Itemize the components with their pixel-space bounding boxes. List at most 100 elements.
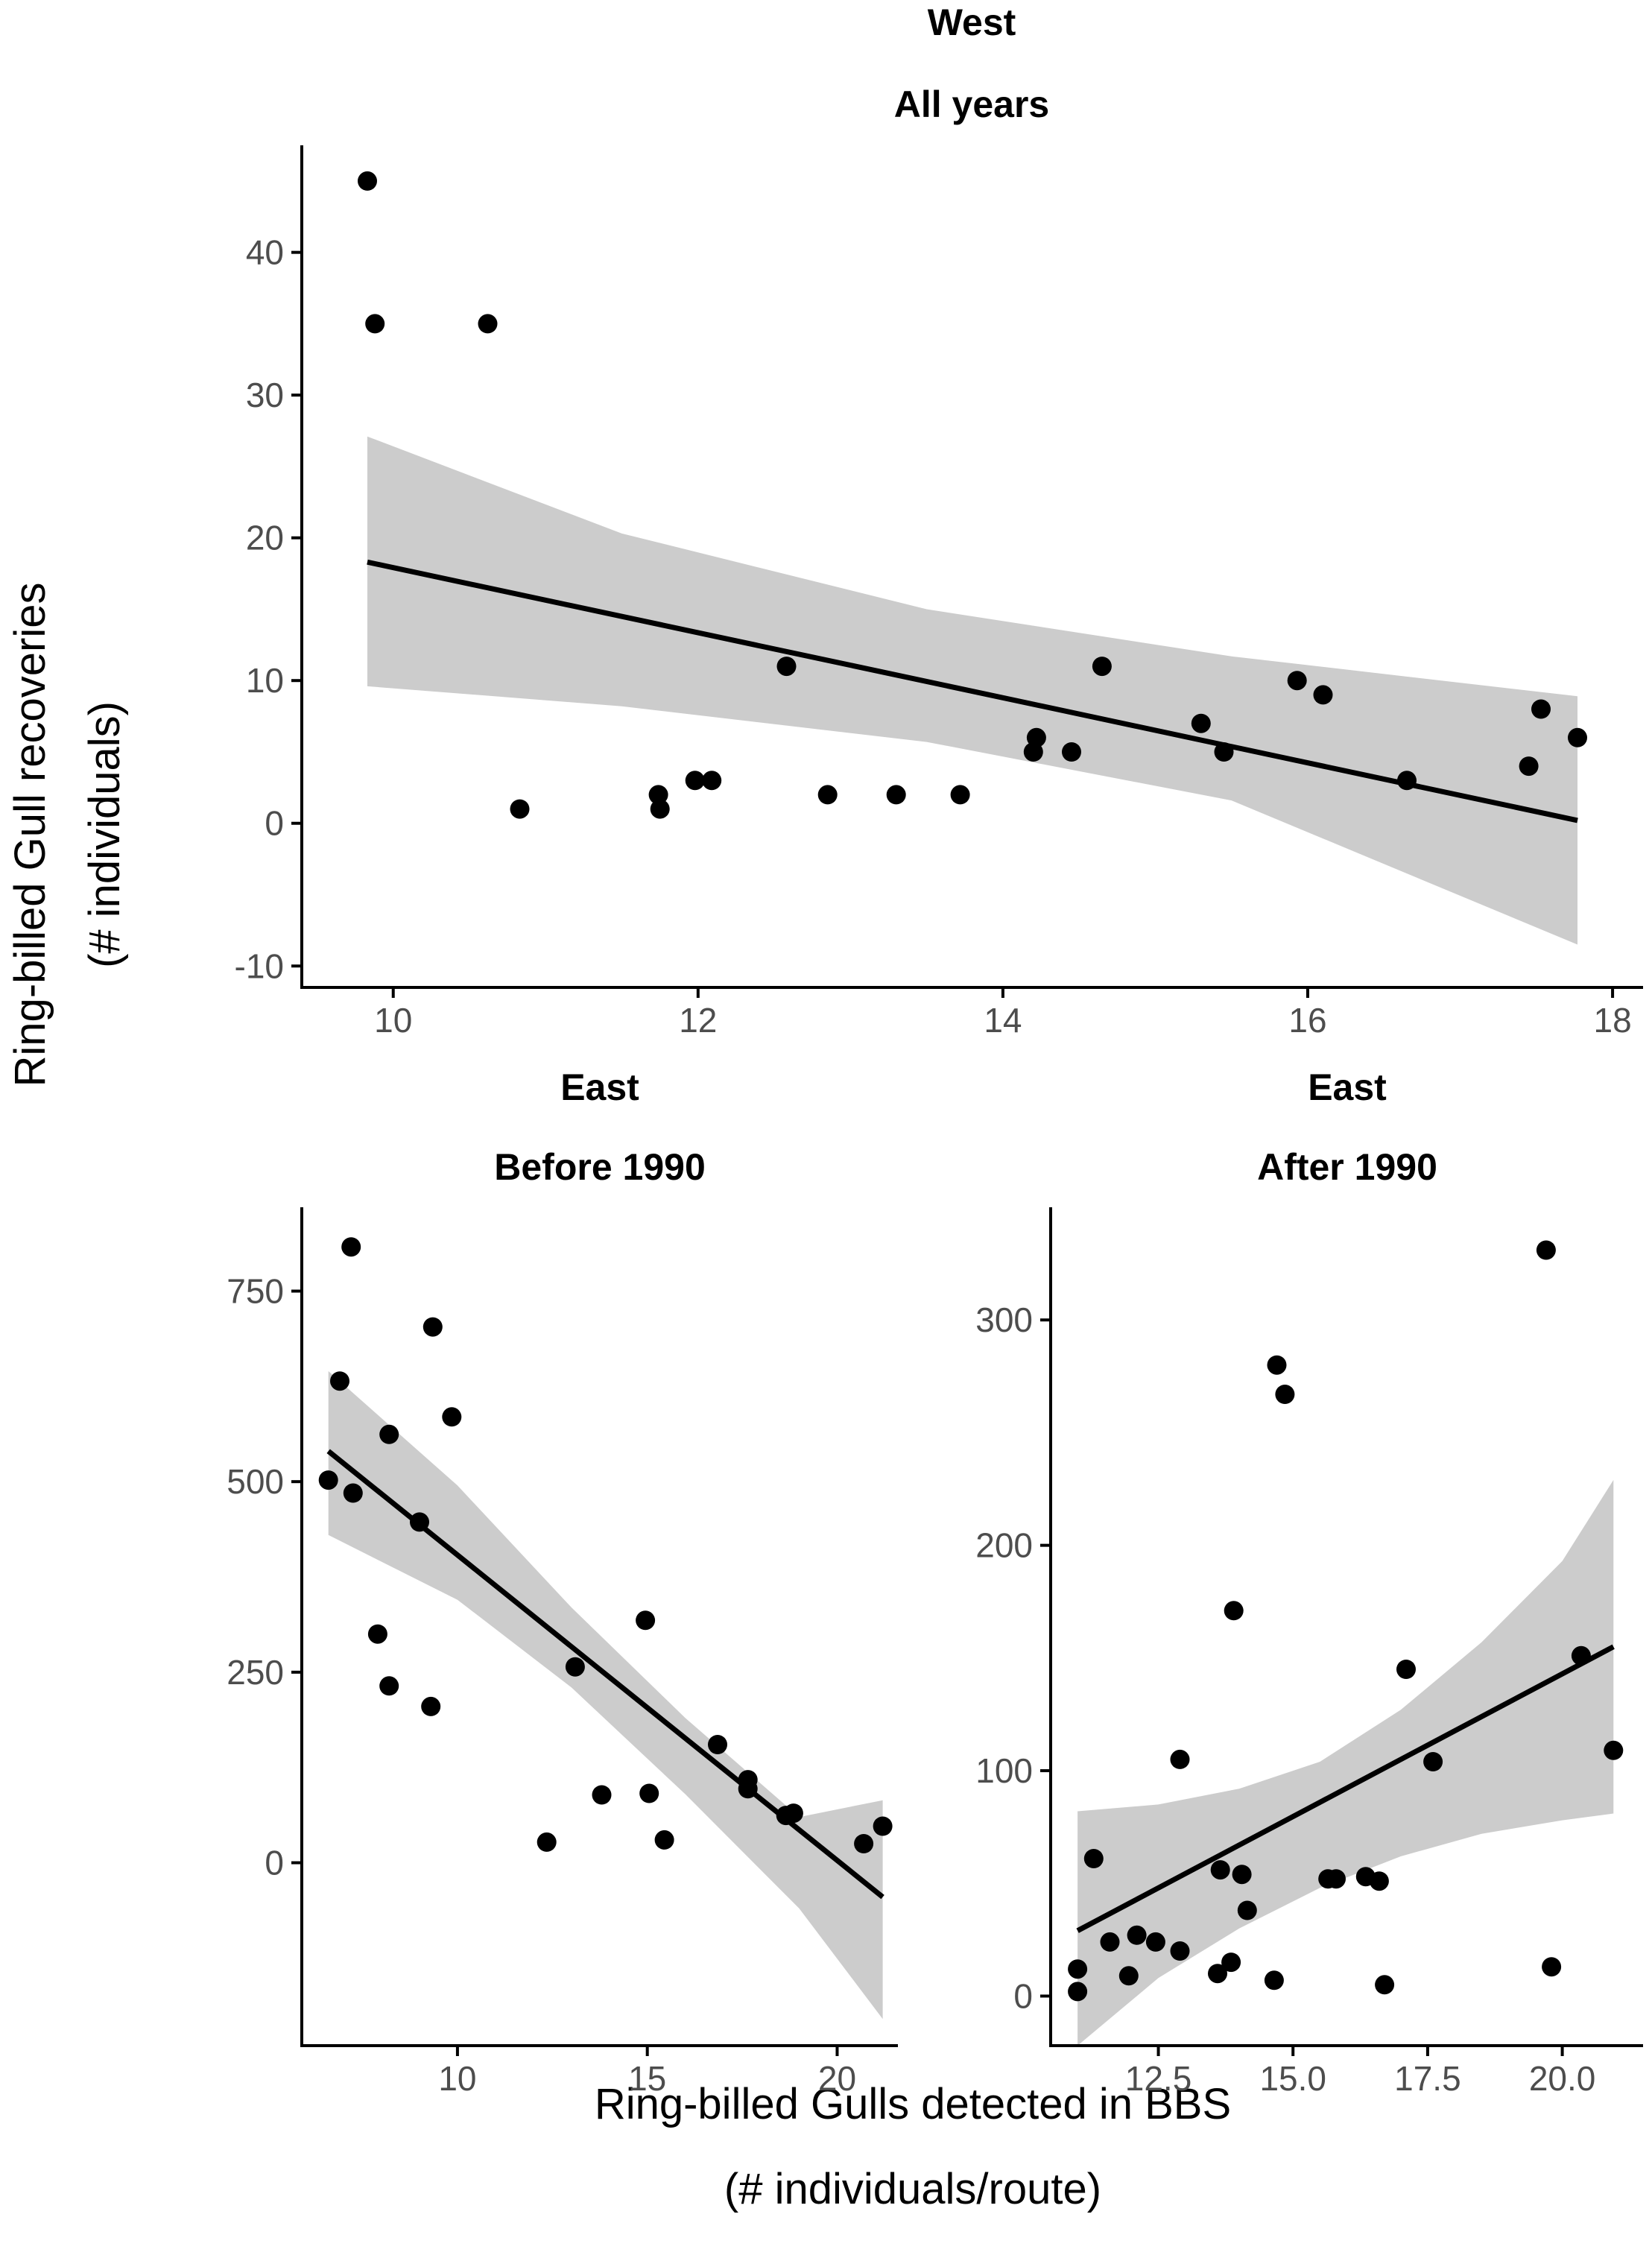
y-tick-label: 100 [975, 1751, 1033, 1790]
y-tick-label: 0 [1013, 1976, 1033, 2015]
data-point [318, 1470, 338, 1490]
data-point [367, 1624, 387, 1644]
data-point [738, 1770, 758, 1790]
data-point [1062, 742, 1081, 762]
x-axis-title-line2: (# individuals/route) [724, 2165, 1101, 2213]
x-tick-label: 17.5 [1394, 2059, 1461, 2098]
data-point [365, 314, 385, 334]
data-point [410, 1512, 429, 1532]
data-point [379, 1424, 399, 1444]
data-point [1531, 699, 1551, 719]
panel-title: East [560, 1066, 639, 1108]
data-point [817, 785, 838, 805]
x-tick-label: 10 [374, 1001, 412, 1040]
panel-subtitle: All years [894, 83, 1049, 125]
panel-east-after: East After 1990 12.5 15.0 17.5 20.0 0 100 200 3… [975, 1066, 1643, 2098]
data-point [330, 1371, 349, 1391]
y-tick-label: 0 [265, 1844, 284, 1882]
data-point [537, 1832, 557, 1852]
panel-title: East [1308, 1066, 1387, 1108]
data-point [1519, 756, 1539, 777]
y-tick-label: 200 [975, 1526, 1033, 1565]
data-point [1232, 1865, 1252, 1885]
data-point [565, 1657, 585, 1677]
panel-subtitle: After 1990 [1257, 1146, 1437, 1188]
data-point [1536, 1240, 1556, 1260]
data-point [343, 1483, 363, 1503]
x-tick-label: 12 [679, 1001, 717, 1040]
data-point [1267, 1355, 1287, 1375]
data-point [1326, 1869, 1346, 1889]
data-point [1118, 1966, 1139, 1986]
regression-line [1076, 1644, 1615, 1933]
panel-west: West All years 10 12 14 16 18 -10 0 10 20 30 40 [235, 1, 1643, 1040]
x-tick-label: 12.5 [1125, 2059, 1192, 2098]
data-point [1068, 1982, 1088, 2002]
data-point [1396, 1660, 1416, 1679]
data-point [423, 1317, 443, 1337]
data-point [1170, 1941, 1190, 1961]
data-point [783, 1803, 803, 1824]
y-tick-label: 750 [227, 1272, 284, 1311]
data-point [1083, 1849, 1104, 1868]
y-tick-label: 40 [246, 233, 284, 272]
data-point [702, 771, 722, 791]
data-point [1571, 1645, 1591, 1666]
data-point [1375, 1975, 1395, 1995]
data-point [1237, 1900, 1257, 1920]
panel-subtitle: Before 1990 [494, 1146, 706, 1188]
data-point [1026, 727, 1046, 747]
data-point [1092, 657, 1112, 677]
data-point [1275, 1385, 1295, 1404]
data-point [1210, 1860, 1230, 1880]
data-point [886, 785, 906, 805]
data-point [1068, 1959, 1088, 1979]
y-tick-label: 300 [975, 1300, 1033, 1339]
y-tick-label: 30 [246, 376, 284, 414]
data-point [1423, 1752, 1443, 1771]
data-point [650, 799, 670, 819]
data-point [1542, 1957, 1562, 1977]
y-tick-label: 500 [227, 1462, 284, 1501]
data-point [1208, 1964, 1227, 1984]
data-point [1397, 771, 1417, 791]
data-point [1313, 685, 1333, 705]
data-point [1170, 1749, 1190, 1769]
x-tick-label: 14 [984, 1001, 1022, 1040]
x-tick-label: 15.0 [1259, 2059, 1326, 2098]
data-point [854, 1834, 874, 1853]
data-point [1568, 727, 1587, 747]
y-tick-label: 250 [227, 1653, 284, 1692]
data-point [1127, 1925, 1147, 1945]
x-tick-label: 15 [628, 2059, 666, 2098]
confidence-band [328, 1370, 883, 2020]
data-point [1264, 1970, 1284, 1991]
data-point [639, 1783, 659, 1803]
regression-line [367, 559, 1578, 823]
data-point [379, 1676, 399, 1696]
data-point [442, 1407, 462, 1427]
x-tick-label: 16 [1288, 1001, 1326, 1040]
data-point [421, 1696, 441, 1716]
data-point [478, 314, 498, 334]
y-tick-label: -10 [235, 946, 284, 985]
confidence-band [1077, 1479, 1614, 2046]
data-point [1221, 1952, 1241, 1973]
data-point [592, 1785, 612, 1805]
data-point [873, 1816, 893, 1836]
data-point [776, 657, 797, 677]
y-axis-title-line1: Ring-billed Gull recoveries [6, 583, 54, 1087]
data-point [654, 1830, 674, 1850]
data-point [1604, 1740, 1624, 1760]
data-point [950, 785, 970, 805]
y-axis-title-line2: (# individuals) [80, 701, 129, 968]
data-point [1191, 713, 1211, 733]
x-tick-label: 10 [438, 2059, 476, 2098]
data-point [341, 1237, 361, 1257]
x-tick-label: 18 [1594, 1001, 1632, 1040]
y-tick-label: 10 [246, 661, 284, 700]
x-tick-label: 20 [818, 2059, 856, 2098]
data-point [708, 1735, 727, 1754]
data-point [648, 785, 668, 805]
